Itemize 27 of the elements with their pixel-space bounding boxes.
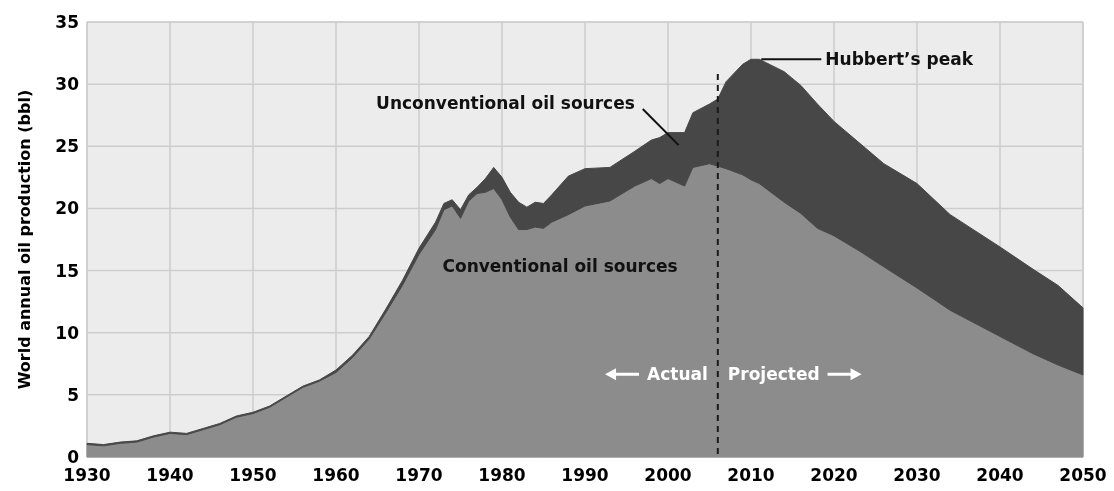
series-label: Unconventional oil sources	[376, 93, 635, 113]
x-tick-label: 1990	[561, 465, 609, 485]
x-tick-label: 2010	[727, 465, 775, 485]
x-tick-label: 1980	[478, 465, 526, 485]
x-tick-label: 1970	[395, 465, 443, 485]
y-tick-label: 20	[55, 198, 80, 219]
y-tick-label: 30	[55, 74, 80, 95]
x-tick-label: 2000	[644, 465, 692, 485]
x-tick-label: 2050	[1059, 465, 1107, 485]
y-tick-label: 35	[55, 12, 79, 32]
x-tick-label: 2040	[976, 465, 1024, 485]
y-tick-label: 5	[67, 384, 79, 405]
annotation: Hubbert’s peak	[825, 49, 974, 70]
x-tick-label: 2030	[893, 465, 941, 485]
annotation: Projected	[727, 364, 820, 385]
x-tick-label: 1930	[63, 465, 111, 485]
y-tick-label: 0	[67, 447, 80, 467]
series-label: Conventional oil sources	[442, 256, 678, 277]
x-tick-label: 1940	[146, 465, 194, 485]
x-tick-label: 1960	[312, 465, 360, 485]
y-tick-label: 15	[55, 260, 79, 281]
y-axis-title: World annual oil production (bbl)	[15, 89, 34, 390]
x-tick-label: 2020	[810, 465, 858, 485]
y-tick-label: 10	[55, 322, 80, 343]
x-tick-label: 1950	[229, 465, 277, 485]
annotation: Actual	[647, 364, 708, 385]
y-tick-label: 25	[55, 136, 79, 157]
